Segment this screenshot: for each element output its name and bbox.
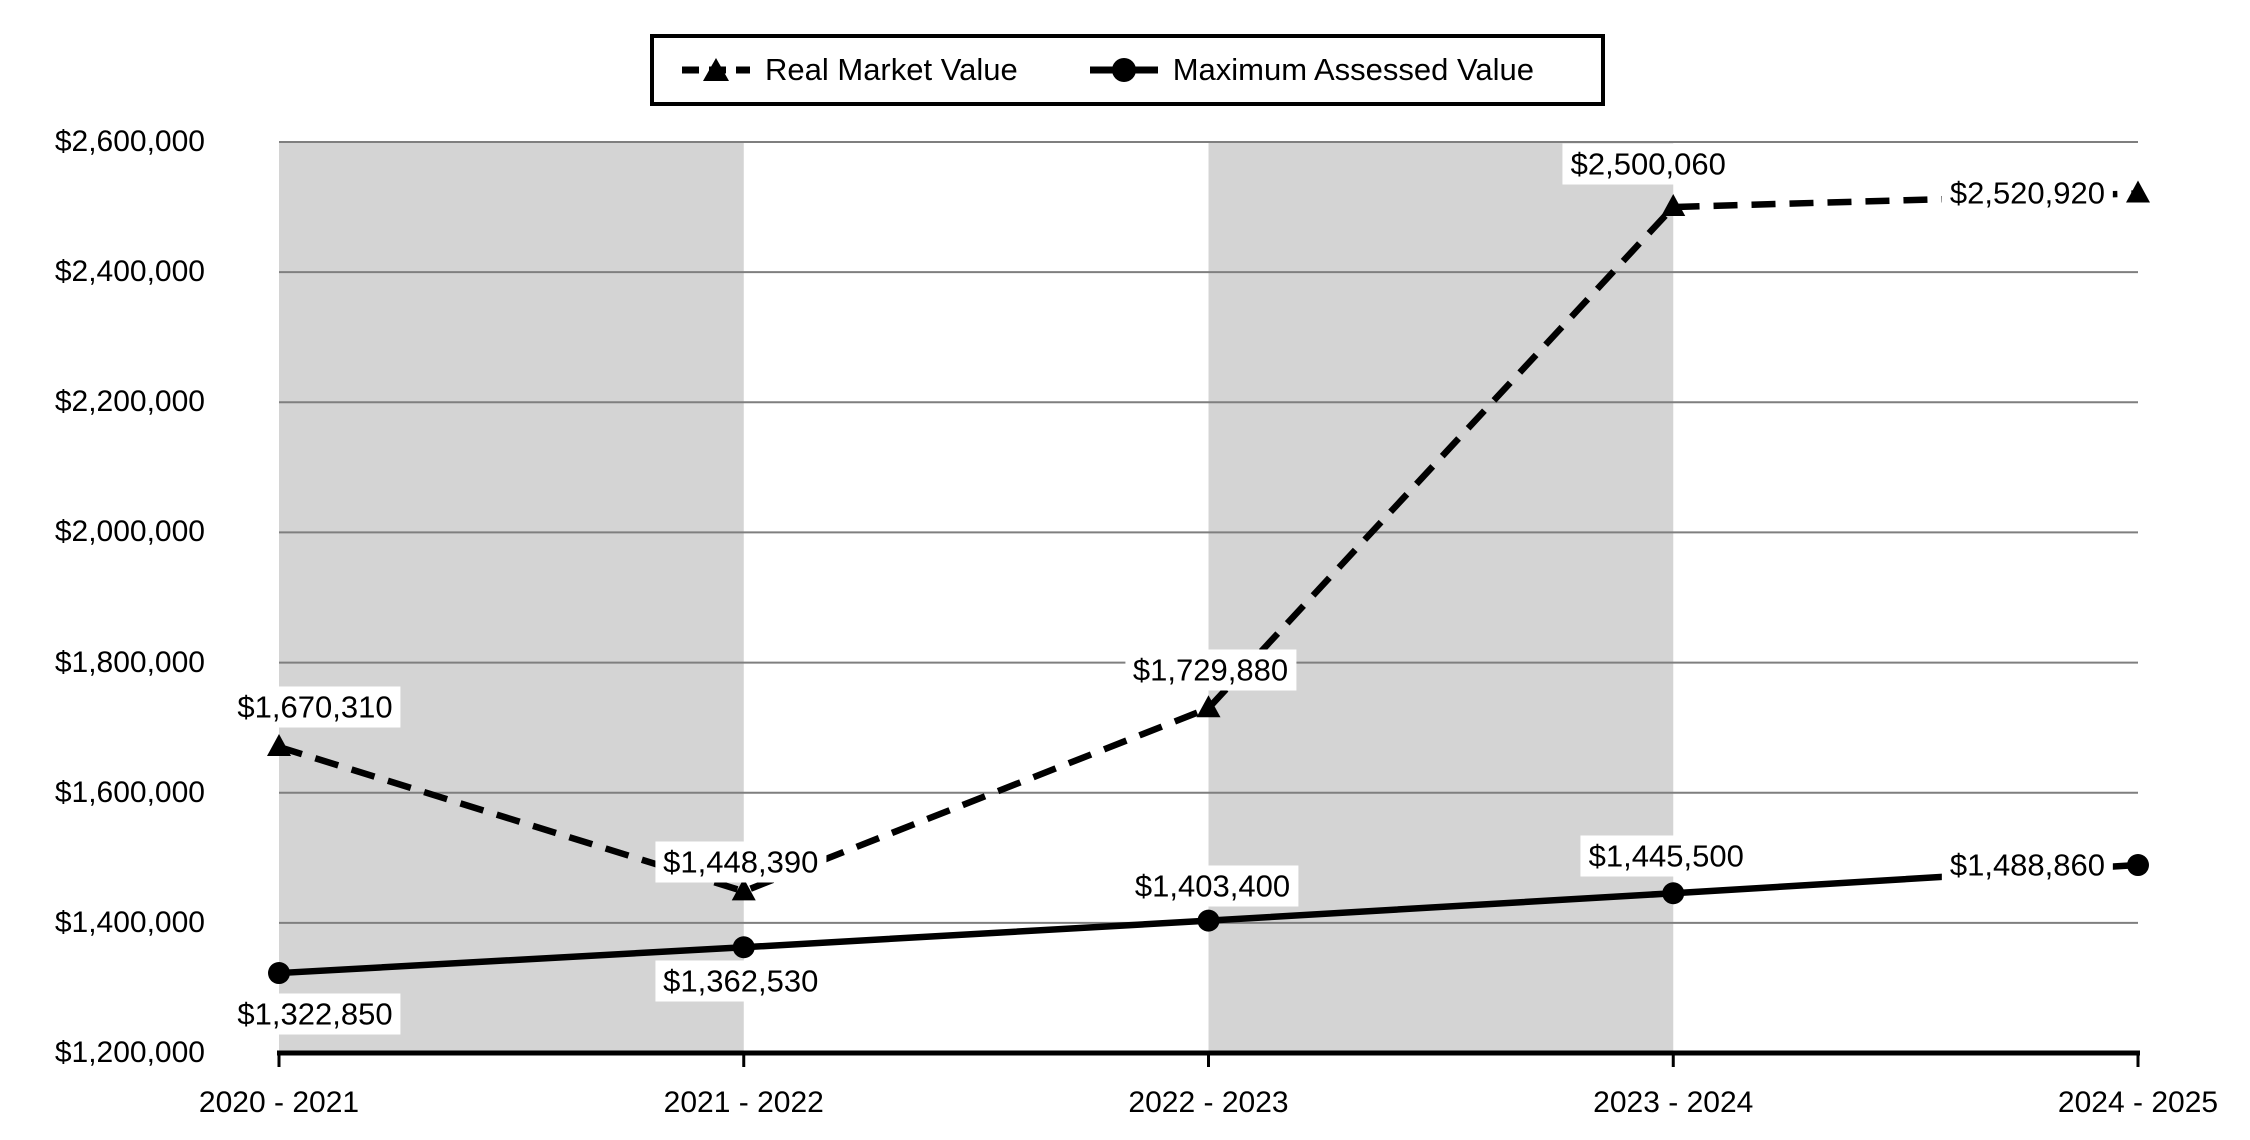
- marker-triangle: [2126, 180, 2150, 203]
- y-axis-label: $1,800,000: [54, 645, 205, 679]
- data-label: $1,488,860: [1941, 844, 2113, 886]
- marker-triangle: [731, 878, 756, 901]
- x-axis-label: 2024 - 2025: [2057, 1086, 2219, 1119]
- data-label: $1,403,400: [1126, 865, 1299, 907]
- y-axis-label: $1,200,000: [54, 1036, 205, 1069]
- x-axis-label: 2020 - 2021: [198, 1086, 360, 1119]
- legend-item-real-market-value: Real Market Value: [680, 52, 1018, 88]
- marker-circle: [1197, 909, 1220, 932]
- y-axis-label: $2,400,000: [54, 255, 205, 289]
- legend-label-real-market-value: Real Market Value: [765, 52, 1018, 87]
- shaded-band: [279, 142, 744, 1053]
- marker-circle: [732, 936, 755, 959]
- dashed-line-triangle-marker-icon: [682, 58, 750, 81]
- y-axis-label: $1,400,000: [54, 905, 205, 939]
- x-axis-label: 2022 - 2023: [1128, 1086, 1289, 1119]
- marker-triangle: [1661, 194, 1686, 217]
- marker-triangle: [1196, 695, 1221, 718]
- legend-item-maximum-assessed-value: Maximum Assessed Value: [1088, 52, 1534, 88]
- solid-line-circle-marker-icon: [1089, 58, 1158, 82]
- legend: Real Market Value Maximum Assessed Value: [650, 34, 1605, 106]
- data-label: $1,445,500: [1580, 835, 1752, 877]
- y-axis-label: $2,000,000: [54, 515, 205, 549]
- data-label: $1,670,310: [229, 686, 401, 728]
- y-axis-label: $2,600,000: [54, 125, 205, 158]
- data-label: $1,448,390: [655, 841, 827, 883]
- data-label: $2,520,920: [1941, 172, 2113, 214]
- marker-circle: [1662, 882, 1685, 905]
- series-line-real-market-value: [278, 190, 2139, 895]
- data-label: $1,362,530: [655, 960, 827, 1002]
- y-axis-label: $2,200,000: [54, 385, 205, 419]
- x-axis-label: 2023 - 2024: [1593, 1086, 1754, 1119]
- legend-label-maximum-assessed-value: Maximum Assessed Value: [1172, 52, 1534, 87]
- x-axis-label: 2021 - 2022: [663, 1086, 824, 1119]
- data-label: $1,729,880: [1124, 649, 1297, 691]
- data-label: $1,322,850: [229, 993, 401, 1035]
- marker-circle: [268, 962, 290, 985]
- data-label: $2,500,060: [1562, 143, 1734, 185]
- marker-triangle: [267, 733, 291, 756]
- marker-circle: [2127, 854, 2149, 877]
- y-axis-label: $1,600,000: [54, 775, 205, 809]
